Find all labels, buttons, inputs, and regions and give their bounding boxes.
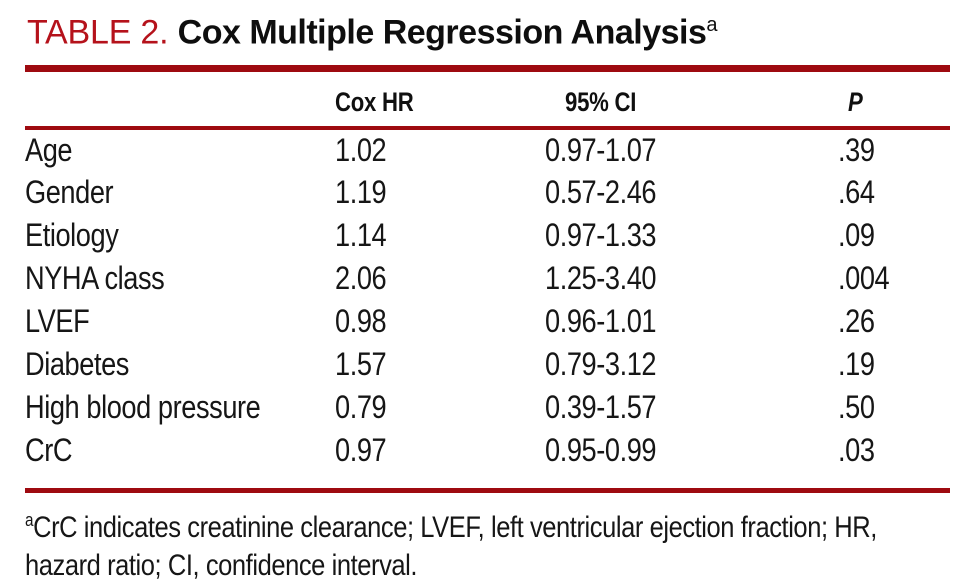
table-row: Gender 1.19 0.57-2.46 .64 (25, 171, 950, 214)
col-header-p: P (838, 68, 950, 130)
cox-hr-cell: 0.79 (335, 388, 387, 425)
variable-cell: NYHA class (25, 259, 165, 296)
table-content: TABLE 2. Cox Multiple Regression Analysi… (0, 4, 962, 579)
variable-cell: Etiology (25, 216, 119, 253)
variable-cell: Diabetes (25, 345, 129, 382)
variable-cell: CrC (25, 431, 73, 468)
table-row: CrC 0.97 0.95-0.99 .03 (25, 429, 950, 472)
regression-table: Cox HR 95% CI P Age 1.02 0.97-1.07 .39 G… (25, 65, 950, 472)
footnote-marker: a (25, 509, 34, 530)
title-footnote-marker: a (706, 14, 718, 36)
variable-cell: LVEF (25, 302, 90, 339)
ci-cell: 0.39-1.57 (545, 388, 657, 425)
table-row: Age 1.02 0.97-1.07 .39 (25, 128, 950, 171)
p-cell: .19 (838, 345, 875, 382)
p-cell: .50 (838, 388, 875, 425)
footnote-text-1: CrC indicates creatinine clearance; LVEF… (33, 510, 877, 544)
ci-cell: 0.95-0.99 (545, 431, 657, 468)
p-cell: .26 (838, 302, 875, 339)
bottom-rule-divider (25, 487, 950, 493)
cox-hr-cell: 0.97 (335, 431, 387, 468)
cox-hr-cell: 2.06 (335, 259, 387, 296)
table-row: LVEF 0.98 0.96-1.01 .26 (25, 300, 950, 343)
p-cell: .39 (838, 131, 875, 168)
p-cell: .03 (838, 431, 875, 468)
table-number-label: TABLE 2. (27, 13, 169, 52)
table-footnote: aCrC indicates creatinine clearance; LVE… (25, 501, 962, 579)
p-cell: .004 (838, 259, 890, 296)
cox-hr-cell: 1.14 (335, 216, 387, 253)
cox-hr-cell: 1.19 (335, 173, 387, 210)
table-title-text: Cox Multiple Regression Analysis (177, 13, 707, 52)
table-title: TABLE 2. Cox Multiple Regression Analysi… (27, 4, 962, 53)
cox-hr-cell: 1.02 (335, 131, 387, 168)
col-header-cox-hr: Cox HR (335, 68, 545, 130)
ci-cell: 0.57-2.46 (545, 173, 657, 210)
col-header-variable (25, 68, 335, 130)
table-row: Diabetes 1.57 0.79-3.12 .19 (25, 343, 950, 386)
cox-hr-cell: 1.57 (335, 345, 387, 382)
variable-cell: Gender (25, 173, 114, 210)
cox-hr-cell: 0.98 (335, 302, 387, 339)
footnote-line-1: aCrC indicates creatinine clearance; LVE… (25, 501, 962, 547)
ci-cell: 0.96-1.01 (545, 302, 657, 339)
col-header-95ci: 95% CI (545, 68, 838, 130)
footnote-line-2: hazard ratio; CI, confidence interval. (25, 547, 962, 579)
table-row: NYHA class 2.06 1.25-3.40 .004 (25, 257, 950, 300)
ci-cell: 1.25-3.40 (545, 259, 657, 296)
p-cell: .64 (838, 173, 875, 210)
p-cell: .09 (838, 216, 875, 253)
table-header-row: Cox HR 95% CI P (25, 68, 950, 130)
variable-cell: Age (25, 131, 73, 168)
ci-cell: 0.97-1.33 (545, 216, 657, 253)
footnote-text-2: hazard ratio; CI, confidence interval. (25, 548, 418, 579)
ci-cell: 0.97-1.07 (545, 131, 657, 168)
table-row: Etiology 1.14 0.97-1.33 .09 (25, 214, 950, 257)
table-row: High blood pressure 0.79 0.39-1.57 .50 (25, 386, 950, 429)
variable-cell: High blood pressure (25, 388, 261, 425)
ci-cell: 0.79-3.12 (545, 345, 657, 382)
